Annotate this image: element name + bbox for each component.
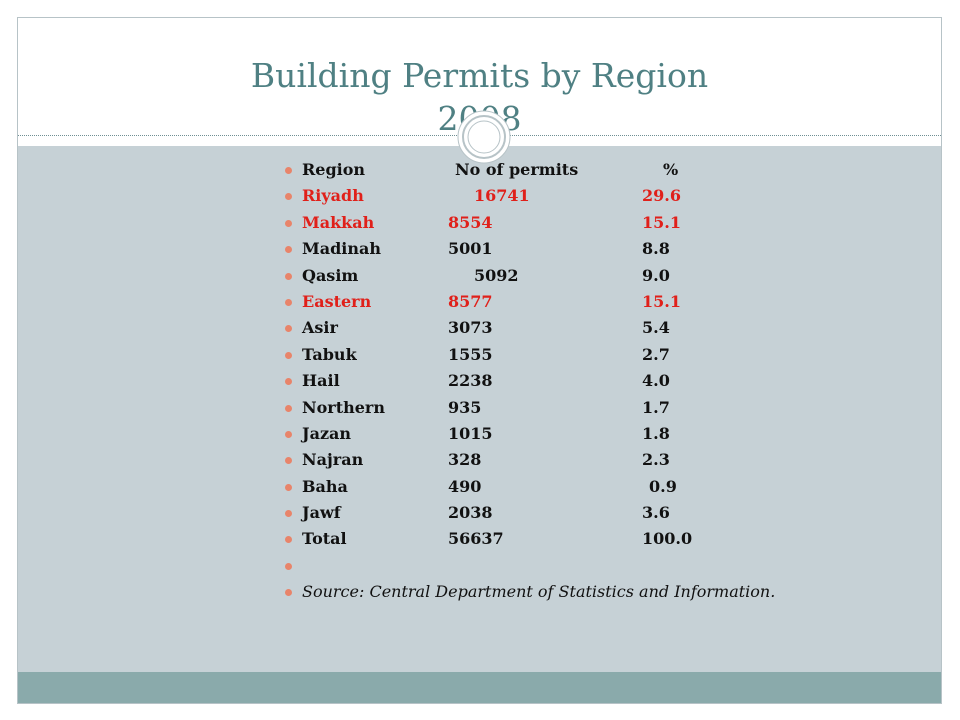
bullet-icon bbox=[285, 272, 292, 280]
cell-pct: 15.1 bbox=[642, 291, 681, 311]
cell-region: Jazan bbox=[302, 423, 352, 443]
cell-permits: 5092 bbox=[474, 265, 519, 285]
bullet-icon bbox=[285, 457, 292, 465]
cell-permits: 56637 bbox=[448, 529, 504, 549]
cell-pct: 2.7 bbox=[642, 344, 670, 364]
cell-region: Tabuk bbox=[302, 344, 357, 364]
cell-pct: 2.3 bbox=[642, 450, 670, 470]
bullet-icon bbox=[285, 167, 292, 174]
cell-region: Eastern bbox=[302, 291, 372, 311]
bullet-icon bbox=[285, 562, 292, 570]
bottom-band bbox=[18, 672, 941, 703]
bullet-icon bbox=[285, 404, 292, 412]
cell-region: Madinah bbox=[302, 239, 381, 259]
cell-permits: 5001 bbox=[448, 239, 493, 259]
cell-pct: 15.1 bbox=[642, 212, 681, 232]
cell-region: Asir bbox=[302, 318, 338, 338]
cell-permits: 2038 bbox=[448, 503, 493, 523]
circle-ornament-icon bbox=[457, 110, 511, 164]
cell-permits: 1015 bbox=[448, 423, 493, 443]
cell-permits: 490 bbox=[448, 476, 482, 496]
cell-region: Baha bbox=[302, 476, 348, 496]
cell-permits: 1555 bbox=[448, 344, 493, 364]
cell-pct: 4.0 bbox=[642, 371, 670, 391]
bullet-icon bbox=[285, 510, 292, 518]
slide-title: Building Permits by Region 2008 bbox=[18, 54, 941, 140]
header-permits: No of permits bbox=[455, 160, 579, 179]
cell-pct: 100.0 bbox=[642, 529, 693, 549]
cell-permits: 3073 bbox=[448, 318, 493, 338]
cell-permits: 2238 bbox=[448, 371, 493, 391]
bullet-icon bbox=[285, 325, 292, 333]
cell-region: Najran bbox=[302, 450, 364, 470]
cell-pct: 29.6 bbox=[642, 186, 681, 206]
cell-permits: 935 bbox=[448, 397, 482, 417]
bullet-icon bbox=[285, 219, 292, 227]
cell-region: Qasim bbox=[302, 265, 359, 285]
cell-pct: 9.0 bbox=[642, 265, 670, 285]
cell-permits: 8554 bbox=[448, 212, 493, 232]
cell-permits: 16741 bbox=[474, 186, 530, 206]
bullet-icon bbox=[285, 246, 292, 254]
bullet-icon bbox=[285, 193, 292, 201]
cell-region: Jawf bbox=[302, 503, 341, 523]
cell-pct: 0.9 bbox=[649, 476, 677, 496]
cell-region: Total bbox=[302, 529, 347, 549]
cell-region: Makkah bbox=[302, 212, 375, 232]
bullet-icon bbox=[285, 483, 292, 491]
source-note: Source: Central Department of Statistics… bbox=[302, 582, 776, 602]
cell-region: Hail bbox=[302, 371, 340, 391]
cell-pct: 8.8 bbox=[642, 239, 670, 259]
cell-permits: 328 bbox=[448, 450, 482, 470]
content-area bbox=[18, 146, 941, 672]
title-line-1: Building Permits by Region bbox=[250, 56, 709, 95]
cell-permits: 8577 bbox=[448, 291, 493, 311]
cell-region: Northern bbox=[302, 397, 385, 417]
cell-pct: 5.4 bbox=[642, 318, 670, 338]
cell-pct: 1.7 bbox=[642, 397, 670, 417]
cell-pct: 1.8 bbox=[642, 423, 670, 443]
header-pct: % bbox=[663, 160, 679, 179]
bullet-icon bbox=[285, 298, 292, 306]
header-region: Region bbox=[302, 160, 366, 179]
cell-pct: 3.6 bbox=[642, 503, 670, 523]
bullet-icon bbox=[285, 430, 292, 438]
cell-region: Riyadh bbox=[302, 186, 364, 206]
slide: Building Permits by Region 2008 bbox=[17, 17, 942, 704]
bullet-icon bbox=[285, 378, 292, 386]
bullet-icon bbox=[285, 589, 292, 597]
bullet-icon bbox=[285, 536, 292, 544]
bullet-icon bbox=[285, 351, 292, 359]
